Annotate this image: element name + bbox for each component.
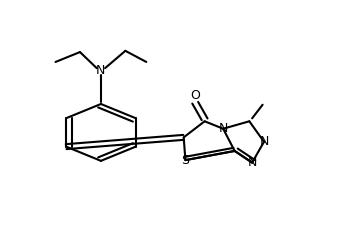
Text: N: N bbox=[96, 64, 106, 77]
Text: O: O bbox=[190, 89, 200, 102]
Text: N: N bbox=[247, 156, 257, 169]
Text: N: N bbox=[259, 135, 269, 148]
Text: S: S bbox=[181, 154, 189, 166]
Text: N: N bbox=[219, 122, 228, 135]
